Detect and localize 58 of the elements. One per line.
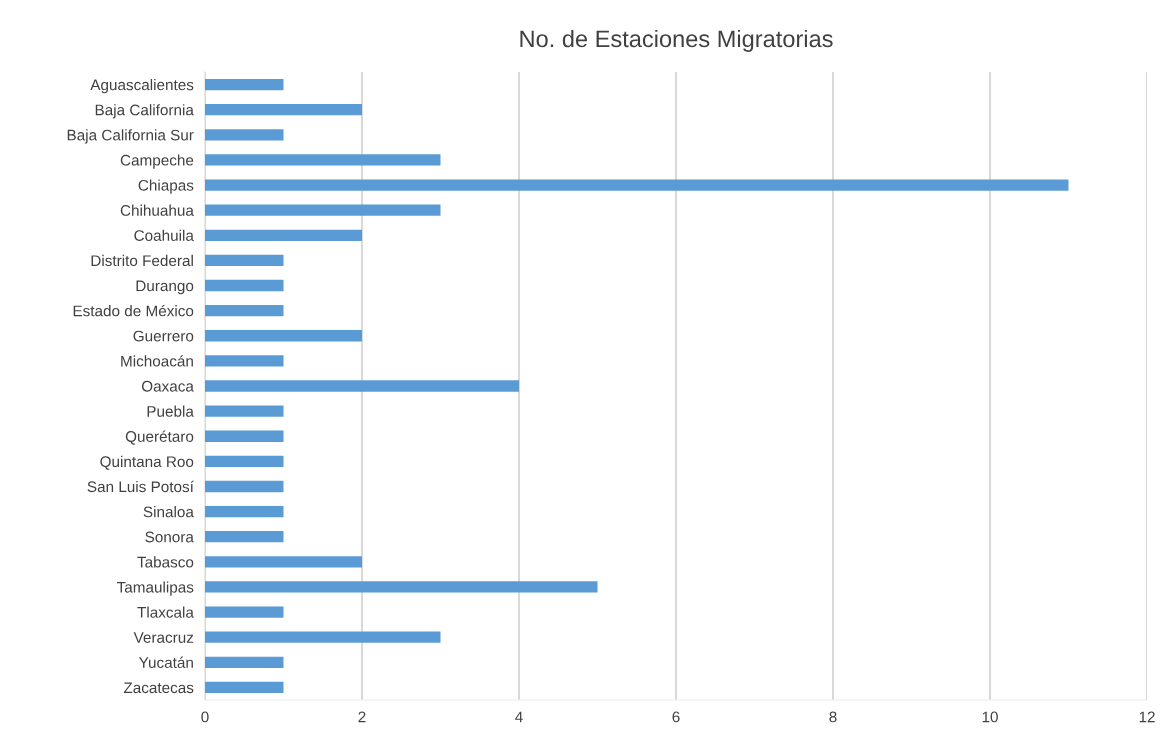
y-tick-label: Tabasco [137, 556, 194, 568]
y-tick-label: Estado de México [73, 304, 194, 317]
bar [205, 505, 284, 518]
bar [205, 606, 284, 618]
bar [205, 179, 1069, 191]
bar [205, 129, 284, 141]
bar [205, 681, 284, 694]
bar [205, 78, 284, 91]
y-tick-label: Distrito Federal [91, 254, 193, 267]
y-tick-label: Querétaro [125, 430, 194, 445]
y-tick-label: Baja California [95, 104, 194, 119]
y-tick-label: Chiapas [138, 179, 194, 194]
bar [205, 304, 284, 317]
bar [205, 405, 284, 417]
bar [205, 656, 284, 668]
x-tick-label: 6 [672, 711, 680, 723]
bar [205, 279, 284, 292]
y-tick-label: San Luis Potosí [87, 480, 194, 493]
y-tick-label: Sinaloa [143, 506, 194, 518]
y-tick-label: Quintana Roo [100, 455, 194, 470]
y-tick-label: Coahuila [134, 229, 194, 241]
y-tick-label: Durango [136, 280, 194, 295]
y-tick-label: Michoacán [121, 355, 193, 367]
y-tick-label: Chihuahua [120, 204, 194, 216]
y-tick-label: Puebla [147, 405, 194, 417]
chart-title: No. de Estaciones Migratorias [520, 29, 833, 52]
y-tick-label: Aguascalientes [90, 79, 194, 94]
y-tick-label: Oaxaca [141, 380, 194, 392]
bar [205, 556, 362, 568]
bar [205, 204, 441, 216]
bar [205, 480, 284, 493]
bar [205, 104, 362, 116]
y-tick-label: Veracruz [133, 632, 194, 643]
x-tick-label: 4 [515, 711, 523, 723]
y-tick-label: Zacatecas [123, 682, 194, 694]
y-tick-label: Sonora [145, 531, 194, 543]
x-tick-label: 0 [201, 711, 209, 723]
y-tick-label: Campeche [120, 154, 194, 169]
y-tick-label: Baja California Sur [67, 129, 194, 144]
y-tick-label: Tamaulipas [116, 581, 194, 596]
y-tick-label: Guerrero [133, 330, 194, 342]
bar [205, 330, 362, 342]
bar [205, 154, 441, 166]
bar [205, 581, 598, 593]
bar [205, 229, 362, 241]
x-tick-label: 10 [982, 711, 998, 723]
y-tick-label: Tlaxcala [137, 606, 194, 618]
bar [205, 430, 284, 442]
x-tick-label: 2 [358, 711, 366, 723]
bar [205, 355, 284, 367]
bar [205, 254, 284, 267]
bar [205, 531, 284, 543]
bar [205, 455, 284, 468]
bar [205, 380, 519, 392]
bar [205, 631, 441, 643]
x-tick-label: 12 [1139, 711, 1155, 723]
y-tick-label: Yucatán [139, 656, 193, 669]
x-tick-label: 8 [829, 711, 837, 723]
